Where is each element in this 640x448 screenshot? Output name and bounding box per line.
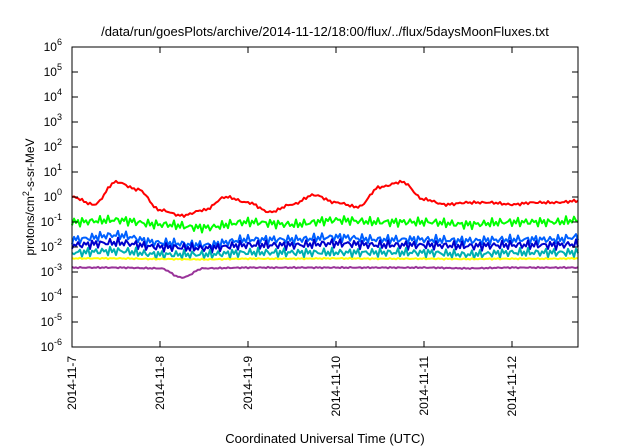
y-tick-label: 102 (44, 137, 62, 154)
series-layer (71, 179, 579, 279)
x-tick-label: 2014-11-12 (505, 356, 519, 417)
series-line (71, 229, 579, 251)
series-line (71, 179, 579, 218)
series-line (71, 236, 579, 254)
series-line (71, 245, 579, 261)
y-tick-label: 10-3 (41, 262, 62, 279)
x-axis-label: Coordinated Universal Time (UTC) (225, 431, 424, 446)
x-tick-label: 2014-11-8 (153, 356, 167, 410)
series-line (71, 256, 579, 261)
y-tick-label: 103 (44, 112, 62, 129)
x-tick-label: 2014-11-9 (241, 356, 255, 410)
y-tick-label: 101 (44, 162, 62, 179)
x-tick-label: 2014-11-7 (65, 356, 79, 410)
y-tick-label: 106 (44, 37, 62, 54)
y-tick-label: 10-6 (41, 337, 62, 354)
y-tick-label: 10-5 (41, 312, 62, 329)
y-tick-label: 105 (44, 62, 62, 79)
y-tick-label: 10-4 (41, 287, 62, 304)
x-tick-label: 2014-11-10 (329, 356, 343, 417)
series-line (71, 214, 579, 234)
y-tick-label: 10-1 (41, 212, 62, 229)
y-tick-label: 10-2 (41, 237, 62, 254)
x-tick-label: 2014-11-11 (417, 356, 431, 416)
y-tick-label: 104 (44, 87, 62, 104)
series-line (71, 265, 579, 279)
axes-layer: 106 105 104 103 102 101 100 10-1 10-2 10-3 10-4 10-… (41, 37, 578, 417)
y-axis-label: protons/cm2-s-sr-MeV (21, 138, 37, 255)
chart-title: /data/run/goesPlots/archive/2014-11-12/1… (101, 24, 549, 39)
y-tick-label: 100 (44, 187, 62, 204)
